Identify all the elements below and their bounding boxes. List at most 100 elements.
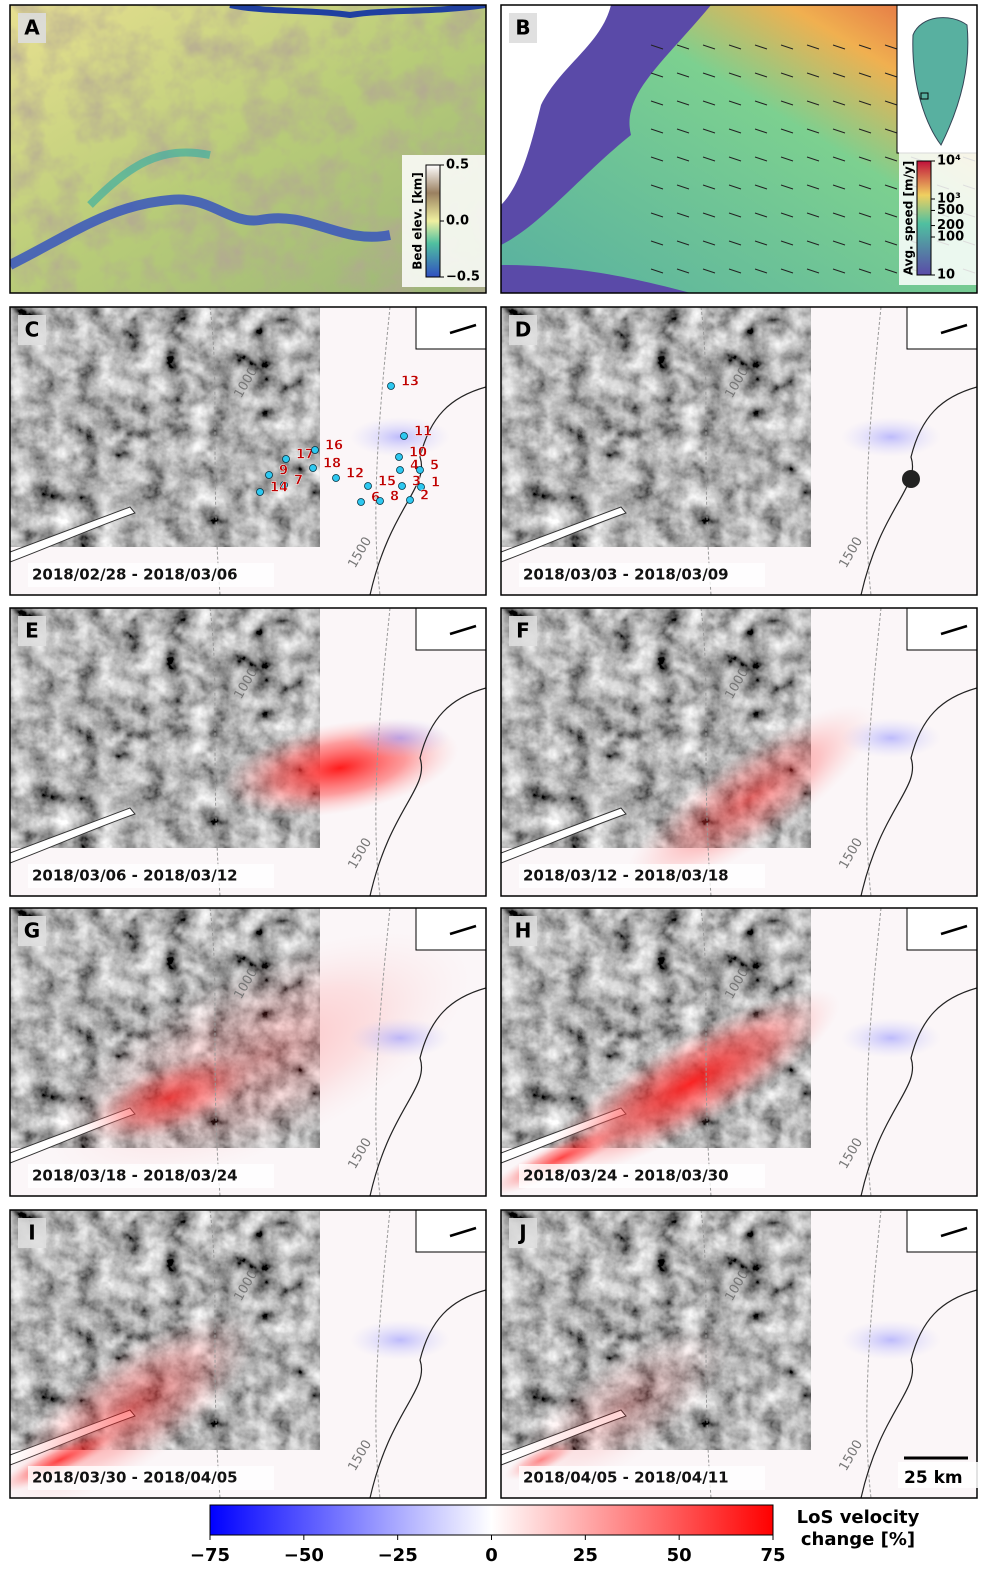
- lake: [398, 482, 406, 490]
- flow-arrow: [702, 72, 716, 78]
- divide: [369, 1289, 486, 1498]
- flow-arrow: [754, 72, 768, 78]
- flow-arrow: [676, 156, 690, 162]
- colorbar-tick-label: 10³: [937, 192, 961, 207]
- lake-label: 8: [390, 490, 399, 505]
- fjord: [501, 506, 627, 563]
- divide: [369, 687, 486, 896]
- coast: [229, 5, 486, 19]
- velocity-change: [350, 417, 450, 457]
- lake: [400, 432, 408, 440]
- slow-ice: [501, 265, 691, 293]
- flow-arrow: [754, 100, 768, 106]
- lake-label: 4: [410, 459, 419, 474]
- flow-arrow: [832, 240, 846, 246]
- lake: [256, 488, 264, 496]
- lake: [309, 464, 317, 472]
- flow-arrow: [754, 184, 768, 190]
- colorbar-label: LoS velocity: [797, 1507, 920, 1528]
- panel-letter-bg: [509, 616, 537, 646]
- flow-arrow: [806, 184, 820, 190]
- direction-inset: [906, 306, 978, 350]
- panel: 0.5 0.0 −0.5 Bed elev. [km] A: [9, 4, 487, 294]
- panel-frame: [9, 306, 487, 596]
- divide: [860, 386, 977, 595]
- flow-arrow: [754, 44, 768, 50]
- flow-arrow: [728, 268, 742, 274]
- flow-arrow: [728, 240, 742, 246]
- flow-arrow: [858, 72, 872, 78]
- flow-arrow: [650, 128, 664, 134]
- flow-arrow: [858, 268, 872, 274]
- flow-arrow: [676, 212, 690, 218]
- lake-label: 6: [371, 491, 380, 506]
- flow-arrow: [754, 156, 768, 162]
- panel-letter: G: [24, 919, 40, 943]
- flow-arrow: [858, 240, 872, 246]
- date-label: 2018/03/24 - 2018/03/30: [523, 1167, 729, 1185]
- flow-arrow: [884, 72, 898, 78]
- flow-arrow: [650, 240, 664, 246]
- lake-cluster: [902, 470, 920, 488]
- velocity-change: [350, 1018, 450, 1058]
- greenland: [912, 17, 969, 146]
- direction-inset: [415, 306, 487, 350]
- los-arrow: [449, 924, 477, 936]
- flow-arrow: [754, 212, 768, 218]
- colorbar-tick-label: 25: [573, 1545, 598, 1566]
- flow-arrow: [832, 100, 846, 106]
- panel-letter: D: [515, 318, 532, 342]
- flow-arrow: [728, 44, 742, 50]
- flow-arrow: [780, 212, 794, 218]
- fjord: [501, 807, 627, 864]
- flow-arrow: [702, 128, 716, 134]
- flow-arrow: [728, 156, 742, 162]
- flow-arrow: [650, 212, 664, 218]
- rock: [10, 307, 320, 547]
- flow-arrow: [780, 100, 794, 106]
- flow-arrow: [676, 184, 690, 190]
- colorbar-tick-label: 50: [667, 1545, 692, 1566]
- velocity-change: [841, 1320, 941, 1360]
- flow-arrow: [780, 72, 794, 78]
- divide: [860, 687, 977, 896]
- lake-label: 1: [431, 476, 440, 491]
- trough: [10, 194, 391, 270]
- flow-arrow: [780, 44, 794, 50]
- flow-arrow: [728, 100, 742, 106]
- divide: [860, 1289, 977, 1498]
- date-bg: [28, 1466, 274, 1490]
- divide: [369, 987, 486, 1196]
- flow-arrow: [832, 212, 846, 218]
- panel-letter: C: [25, 318, 40, 342]
- los-arrow: [449, 624, 477, 636]
- lake: [387, 382, 395, 390]
- direction-inset: [415, 907, 487, 951]
- flow-arrow: [702, 184, 716, 190]
- date-label: 2018/03/18 - 2018/03/24: [32, 1167, 238, 1185]
- lake: [265, 471, 273, 479]
- panel-letter: I: [28, 1221, 35, 1245]
- colorbar: [425, 164, 441, 278]
- panel-frame: [500, 306, 978, 596]
- rock: [10, 608, 320, 848]
- flow-arrow: [832, 128, 846, 134]
- flow-arrow: [806, 72, 820, 78]
- date-label: 2018/03/03 - 2018/03/09: [523, 566, 729, 584]
- flow-arrow: [728, 72, 742, 78]
- los-arrow: [449, 1226, 477, 1238]
- lake: [396, 466, 404, 474]
- date-label: 2018/03/12 - 2018/03/18: [523, 867, 729, 885]
- date-label: 2018/03/06 - 2018/03/12: [32, 867, 238, 885]
- flow-arrow: [754, 128, 768, 134]
- contour: [700, 1210, 712, 1498]
- flow-arrow: [858, 128, 872, 134]
- colorbar-label: change [%]: [801, 1529, 915, 1550]
